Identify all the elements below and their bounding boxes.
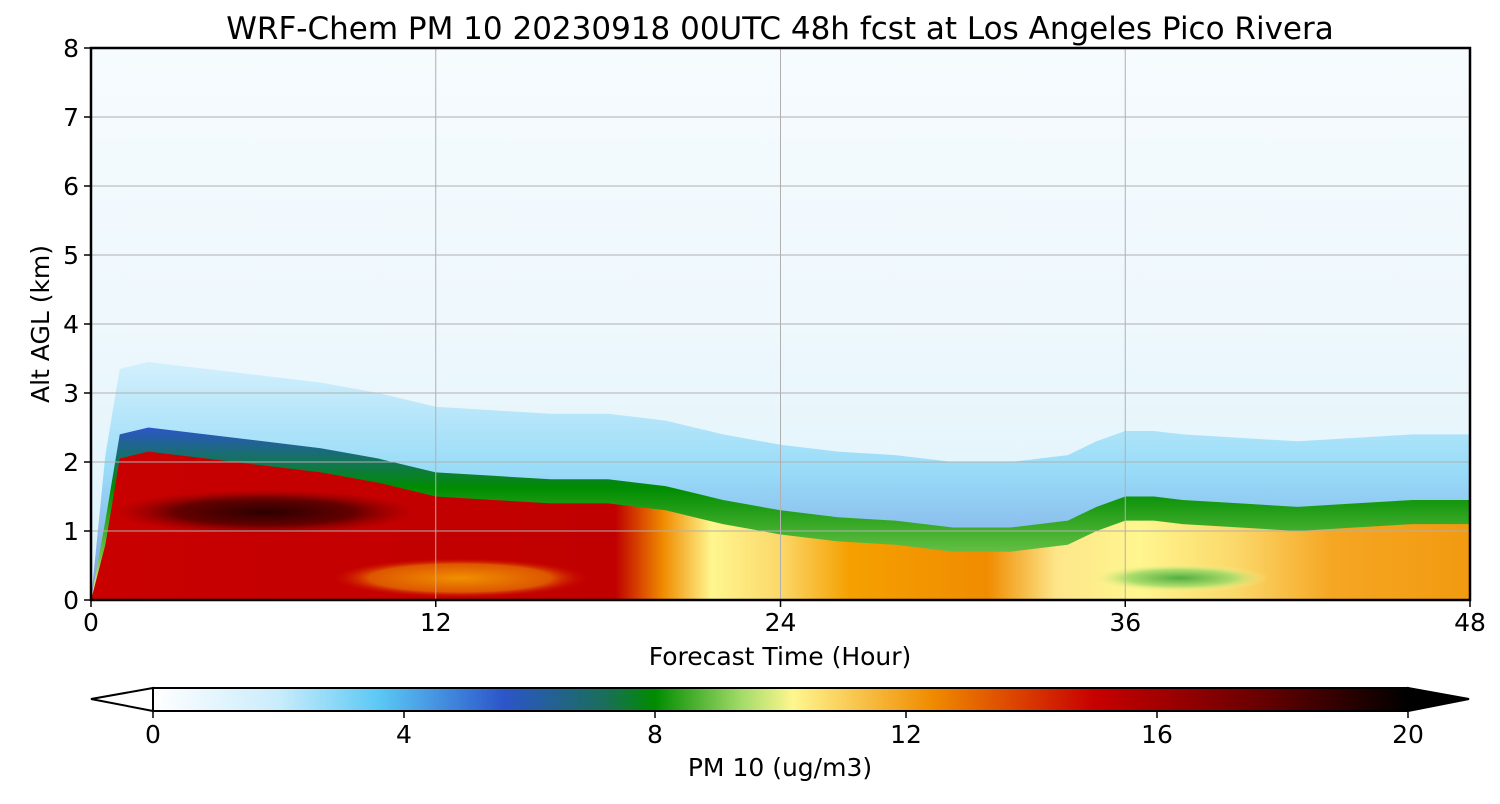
- x-axis-label: Forecast Time (Hour): [649, 642, 912, 671]
- y-tick-label: 0: [63, 586, 79, 615]
- orange-lobe-low-level: [330, 558, 590, 598]
- colorbar-ticks: 0 4 8 12 16 20: [145, 711, 1424, 749]
- colorbar-tick-label: 4: [396, 720, 412, 749]
- y-tick-label: 3: [63, 379, 79, 408]
- high-concentration-core: [115, 490, 415, 534]
- colorbar-tick-label: 8: [647, 720, 663, 749]
- x-tick-label: 36: [1109, 608, 1141, 637]
- y-tick-label: 4: [63, 310, 79, 339]
- y-tick-label: 2: [63, 448, 79, 477]
- x-tick-label: 0: [83, 608, 99, 637]
- y-tick-label: 6: [63, 172, 79, 201]
- y-tick-label: 8: [63, 34, 79, 63]
- colorbar-label: PM 10 (ug/m3): [688, 753, 872, 782]
- colorbar-tick-label: 0: [145, 720, 161, 749]
- colorbar-tick-label: 16: [1141, 720, 1173, 749]
- y-tick-label: 7: [63, 103, 79, 132]
- x-tick-label: 24: [765, 608, 797, 637]
- grid-lines: [91, 48, 1470, 600]
- colorbar-tick-label: 20: [1392, 720, 1424, 749]
- y-tick-label: 1: [63, 517, 79, 546]
- colorbar-gradient: [152, 687, 1409, 712]
- y-tick-label: 5: [63, 241, 79, 270]
- x-tick-label: 48: [1454, 608, 1486, 637]
- green-lobe-low-level: [1090, 564, 1270, 592]
- x-axis-ticks: 0 12 24 36 48: [83, 600, 1486, 637]
- colorbar-extend-max: [1407, 686, 1470, 713]
- colorbar-extend-min: [90, 686, 154, 713]
- y-axis-label: Alt AGL (km): [26, 245, 55, 403]
- colorbar-tick-label: 12: [890, 720, 922, 749]
- colorbar: 0 4 8 12 16 20 PM 10 (ug/m3): [90, 686, 1470, 782]
- x-tick-label: 12: [420, 608, 452, 637]
- y-axis-ticks: 0 1 2 3 4 5 6 7 8: [63, 34, 91, 615]
- chart-title: WRF-Chem PM 10 20230918 00UTC 48h fcst a…: [226, 11, 1333, 47]
